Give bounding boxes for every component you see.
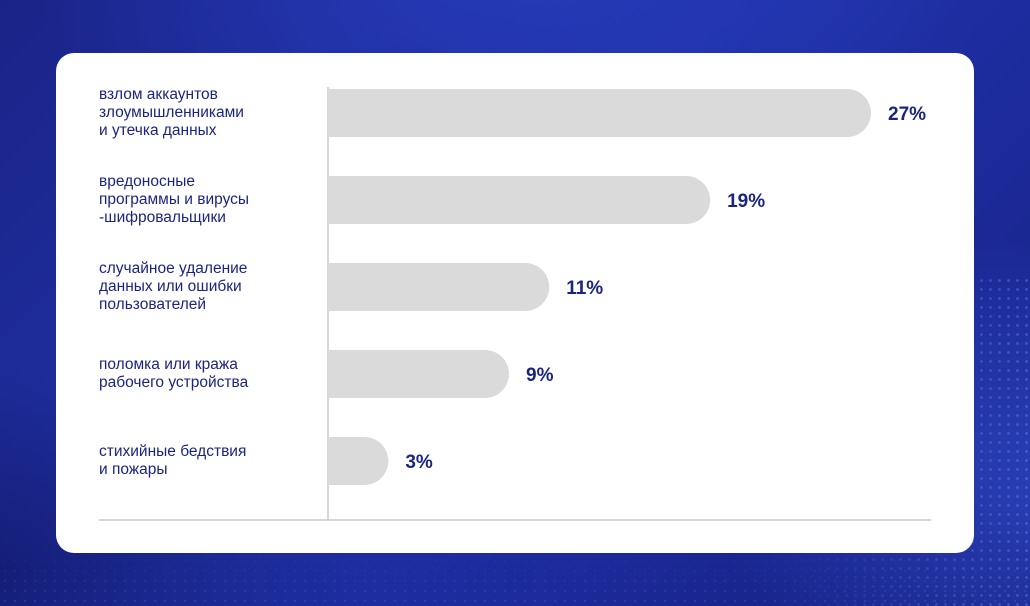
category-label-line: -шифровальщики: [99, 209, 226, 226]
category-label-line: взлом аккаунтов: [99, 86, 218, 103]
chart-card: взлом аккаунтов злоумышленниками и утечка …: [56, 53, 974, 553]
category-label-line: поломка или кража: [99, 356, 238, 373]
category-label-line: случайное удаление: [99, 260, 248, 277]
category-label-line: данных или ошибки: [99, 278, 242, 295]
category-label: случайное удаление данных или ошибки польз…: [99, 260, 319, 314]
data-label: 19%: [727, 191, 765, 212]
bar: [328, 176, 711, 224]
bar: [328, 89, 871, 137]
category-label: взлом аккаунтов злоумышленниками и утечка …: [99, 86, 319, 140]
data-label: 27%: [888, 104, 926, 125]
background-dot-pattern-bottom: [0, 546, 1030, 606]
category-label-line: и пожары: [99, 461, 168, 478]
category-label-line: и утечка данных: [99, 122, 217, 139]
bar: [328, 437, 389, 485]
data-label: 3%: [405, 452, 433, 473]
bar: [328, 350, 509, 398]
category-label-line: вредоносные: [99, 173, 196, 190]
category-label-line: рабочего устройства: [99, 374, 249, 391]
category-label-line: стихийные бедствия: [99, 443, 247, 460]
category-label-line: злоумышленниками: [99, 104, 244, 121]
bar: [328, 263, 550, 311]
data-label: 9%: [526, 365, 554, 386]
category-label: вредоносные программы и вирусы -шифровальщ…: [99, 173, 319, 227]
category-label-line: программы и вирусы: [99, 191, 250, 208]
category-label-line: пользователей: [99, 296, 207, 313]
bar-chart: 27% 19% 11% 9% 3%: [99, 87, 931, 521]
category-label: стихийные бедствия и пожары: [99, 443, 319, 479]
data-label: 11%: [566, 278, 603, 299]
category-label: поломка или кража рабочего устройства: [99, 356, 319, 392]
